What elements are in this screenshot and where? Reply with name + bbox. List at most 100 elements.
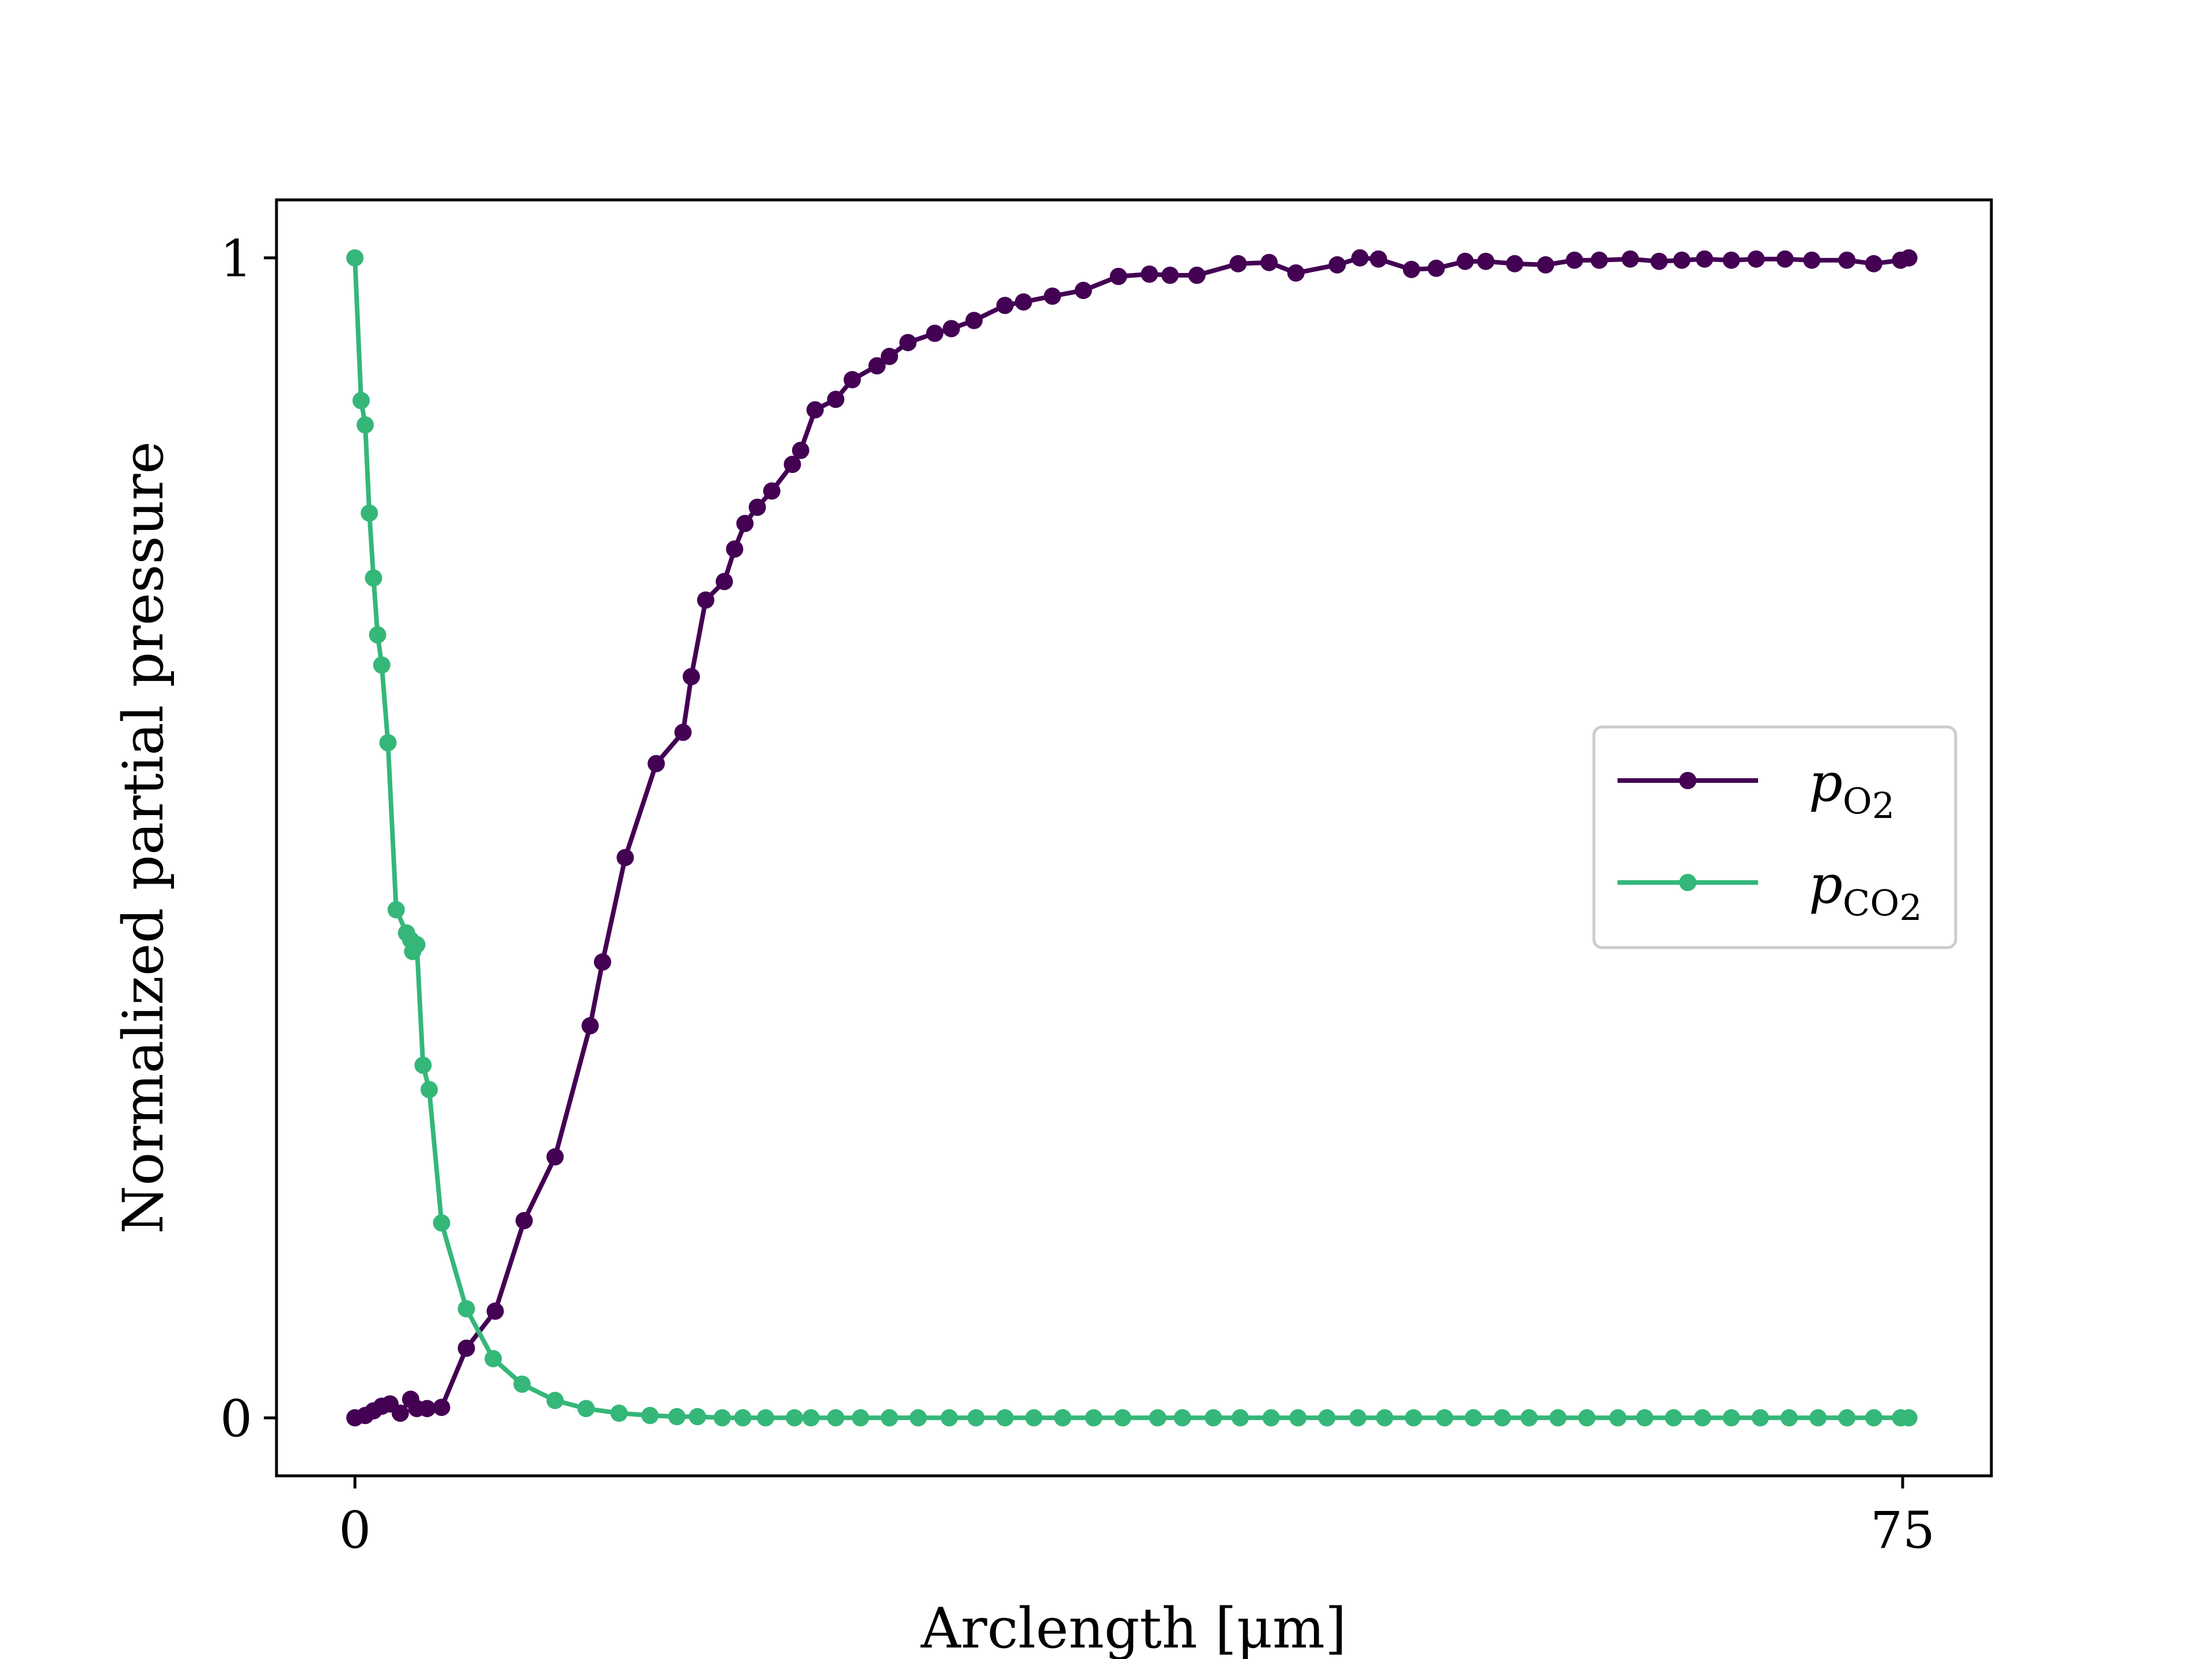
data-point-p-o2 [1590, 251, 1608, 269]
data-point-p-co2 [641, 1407, 659, 1425]
data-point-p-o2 [515, 1212, 533, 1229]
data-point-p-co2 [1349, 1409, 1367, 1427]
data-point-p-co2 [1085, 1409, 1103, 1427]
data-point-p-o2 [726, 540, 744, 558]
data-point-p-o2 [1044, 287, 1061, 305]
data-point-p-o2 [1014, 293, 1032, 311]
data-point-p-co2 [1636, 1409, 1654, 1427]
data-point-p-co2 [1609, 1409, 1627, 1427]
data-point-p-o2 [674, 724, 692, 741]
legend-label-co2-subsub: 2 [1899, 887, 1922, 929]
data-point-p-co2 [1665, 1409, 1683, 1427]
data-point-p-co2 [1520, 1409, 1538, 1427]
data-point-p-o2 [697, 591, 715, 609]
data-point-p-co2 [967, 1409, 985, 1427]
data-point-p-co2 [361, 504, 378, 522]
data-point-p-o2 [1370, 250, 1387, 268]
data-point-p-co2 [688, 1408, 706, 1426]
data-point-p-co2 [1694, 1409, 1711, 1427]
data-point-p-o2 [1427, 259, 1445, 277]
data-point-p-co2 [421, 1081, 438, 1099]
data-point-p-o2 [748, 498, 766, 516]
data-point-p-o2 [391, 1404, 409, 1422]
data-point-p-o2 [1477, 252, 1495, 270]
series-layer [346, 249, 1918, 1427]
data-point-p-o2 [1747, 250, 1765, 268]
data-point-p-co2 [1464, 1409, 1482, 1427]
data-point-p-co2 [373, 656, 391, 674]
data-point-p-o2 [1803, 251, 1821, 269]
data-point-p-co2 [1318, 1409, 1336, 1427]
data-point-p-o2 [1622, 250, 1639, 268]
data-point-p-co2 [433, 1214, 450, 1232]
data-point-p-co2 [379, 734, 397, 752]
data-point-p-o2 [881, 347, 898, 365]
data-point-p-co2 [1025, 1409, 1043, 1427]
data-point-p-co2 [1435, 1409, 1453, 1427]
data-point-p-o2 [763, 482, 781, 500]
data-point-p-co2 [1865, 1409, 1883, 1427]
data-point-p-o2 [1260, 253, 1278, 271]
data-point-p-o2 [965, 312, 983, 329]
data-point-p-o2 [1109, 267, 1127, 285]
data-point-p-co2 [757, 1409, 774, 1427]
data-point-p-co2 [1054, 1409, 1071, 1427]
plot-frame [275, 198, 1993, 1478]
data-point-p-o2 [942, 320, 960, 338]
data-point-p-co2 [1262, 1409, 1280, 1427]
data-point-p-o2 [616, 849, 634, 866]
data-point-p-co2 [369, 626, 387, 644]
data-point-p-co2 [408, 935, 426, 953]
data-point-p-co2 [352, 392, 370, 410]
data-point-p-co2 [1578, 1409, 1596, 1427]
data-point-p-co2 [668, 1408, 685, 1426]
data-point-p-co2 [346, 249, 364, 267]
data-point-p-co2 [1809, 1409, 1827, 1427]
legend-label-o2: pO2 [1809, 752, 1895, 827]
legend: pO2 pCO2 [1592, 725, 1957, 949]
data-point-p-o2 [1074, 282, 1092, 300]
data-point-p-o2 [1287, 264, 1305, 282]
data-point-p-co2 [1376, 1409, 1393, 1427]
data-point-p-co2 [940, 1409, 958, 1427]
data-point-p-co2 [713, 1409, 731, 1427]
data-point-p-o2 [715, 573, 733, 590]
data-point-p-co2 [387, 901, 405, 919]
data-point-p-o2 [1161, 266, 1179, 284]
legend-label-co2-sub: CO [1843, 882, 1899, 924]
data-point-p-o2 [683, 668, 700, 685]
data-point-p-co2 [365, 569, 382, 587]
data-point-p-o2 [1838, 251, 1856, 269]
data-point-p-o2 [1351, 249, 1369, 267]
data-point-p-o2 [791, 441, 809, 459]
data-point-p-o2 [899, 334, 917, 351]
data-point-p-o2 [806, 401, 824, 419]
tick-layer: 0 75 0 1 [220, 229, 1935, 1560]
legend-marker-co2 [1679, 874, 1696, 891]
data-point-p-co2 [851, 1409, 869, 1427]
data-point-p-o2 [843, 371, 861, 389]
data-point-p-co2 [1722, 1409, 1740, 1427]
data-point-p-o2 [546, 1148, 564, 1166]
data-point-p-co2 [414, 1056, 432, 1074]
data-point-p-co2 [786, 1409, 804, 1427]
data-point-p-o2 [1865, 255, 1883, 272]
data-point-p-co2 [802, 1409, 820, 1427]
legend-marker-o2 [1679, 772, 1696, 789]
data-point-p-o2 [1456, 252, 1474, 270]
data-point-p-co2 [1113, 1409, 1131, 1427]
x-tick-label: 75 [1870, 1501, 1935, 1560]
data-point-p-o2 [647, 755, 665, 772]
data-point-p-o2 [1650, 252, 1668, 270]
y-axis-label: Normalized partial pressure [111, 441, 176, 1234]
data-point-p-co2 [1232, 1409, 1249, 1427]
data-point-p-o2 [996, 297, 1014, 315]
data-point-p-co2 [1494, 1409, 1511, 1427]
data-point-p-o2 [1141, 265, 1158, 283]
data-point-p-co2 [1751, 1409, 1769, 1427]
legend-label-co2: pCO2 [1809, 854, 1922, 929]
data-point-p-co2 [357, 416, 374, 434]
x-axis-label: Arclength [μm] [920, 1596, 1346, 1659]
data-point-p-co2 [457, 1300, 475, 1317]
